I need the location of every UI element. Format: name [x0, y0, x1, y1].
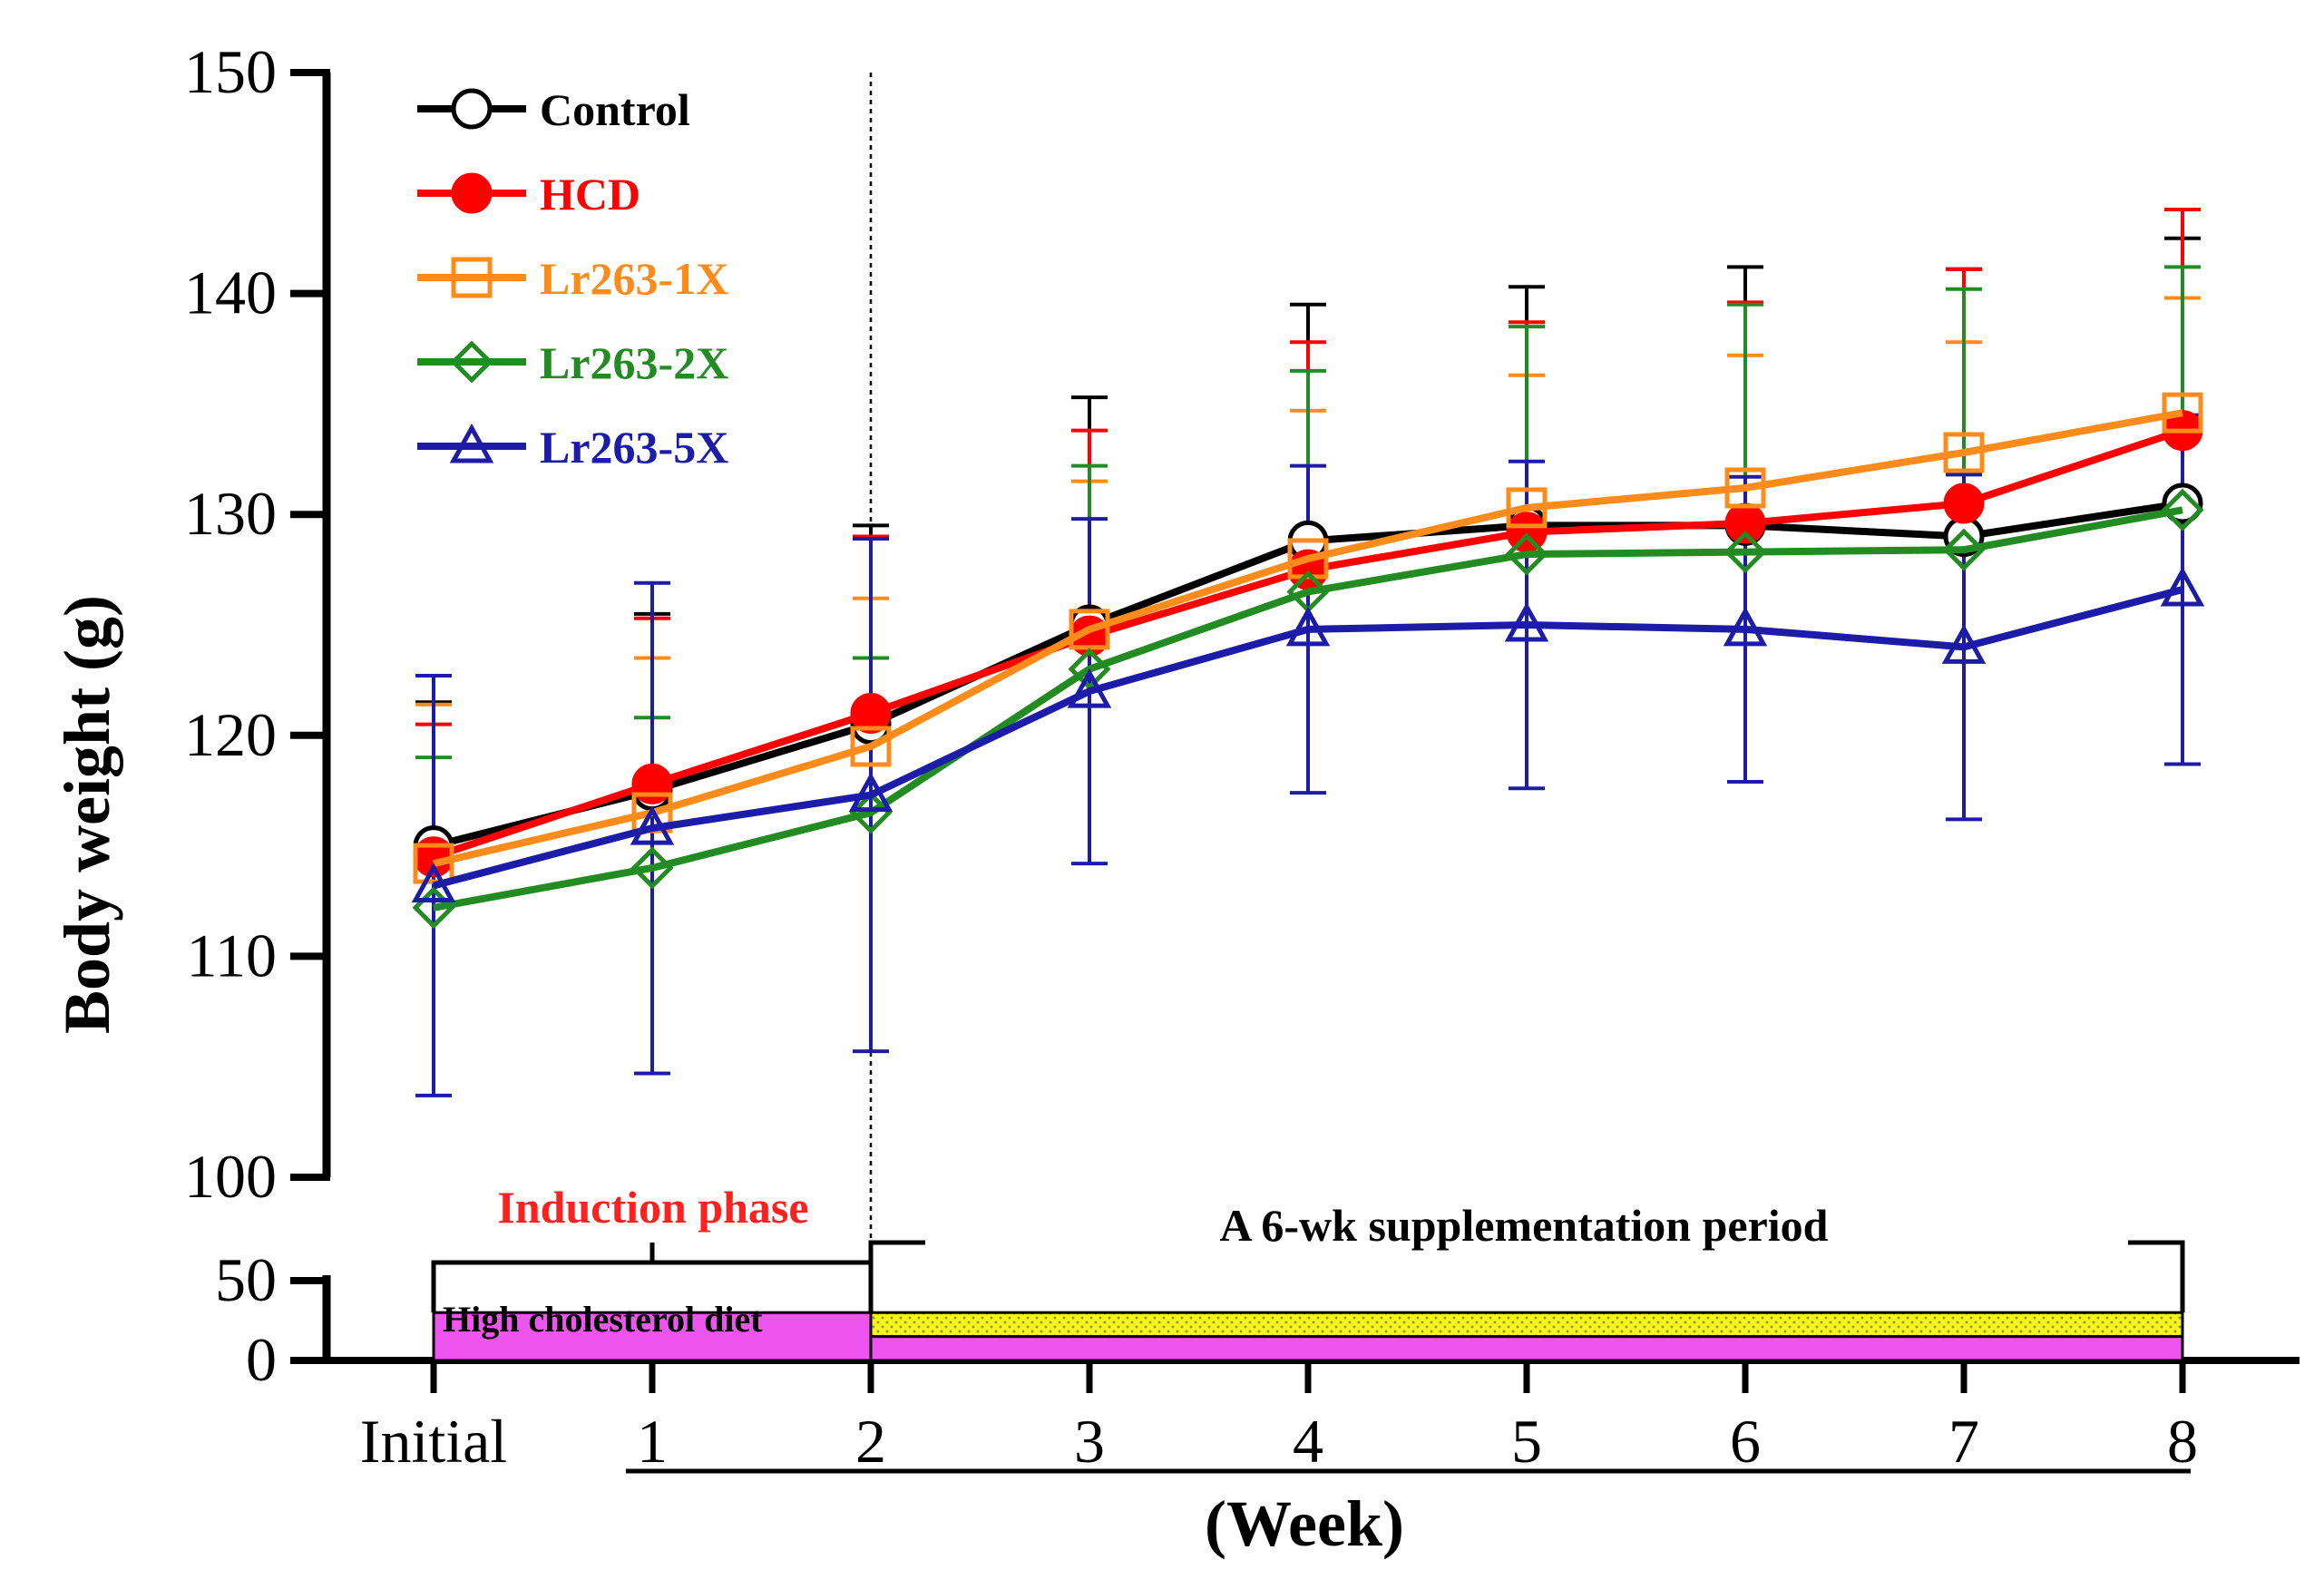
legend-item-Lr263-2X: Lr263-2X	[417, 337, 728, 388]
series-line	[432, 586, 2184, 890]
legend-label: Lr263-1X	[540, 253, 728, 304]
y-axis-title: Body weight (g)	[51, 595, 123, 1034]
diet-label: High cholesterol diet	[443, 1299, 763, 1340]
series-Lr263-5X	[411, 566, 2205, 902]
marker-triangle	[411, 863, 456, 902]
marker-triangle	[1285, 606, 1331, 647]
marker-triangle	[1504, 601, 1549, 642]
marker-diamond	[1723, 531, 1767, 574]
legend-item-Lr263-1X: Lr263-1X	[417, 253, 728, 304]
marker-square	[1724, 467, 1766, 509]
marker-square	[1943, 432, 1985, 473]
x-tick-label: 7	[1948, 1407, 1979, 1476]
marker-diamond	[630, 846, 674, 890]
x-axis-title: (Week)	[1205, 1487, 1404, 1560]
y-tick-label: 140	[184, 258, 277, 327]
y-tick-label: 130	[184, 479, 277, 548]
marker-filled-circle	[1943, 483, 1985, 524]
marker-triangle	[630, 804, 675, 845]
marker-square	[451, 257, 493, 298]
marker-triangle	[1941, 624, 1987, 664]
error-bars-Lr263-5X	[415, 413, 2201, 1097]
y-tick-label: 120	[184, 700, 277, 769]
marker-square	[2162, 392, 2203, 434]
marker-triangle	[2160, 566, 2205, 607]
series-Lr263-1X	[413, 392, 2203, 884]
marker-square	[850, 726, 892, 767]
lower-y-tick-label: 0	[246, 1325, 277, 1394]
marker-diamond	[1505, 532, 1548, 576]
marker-square	[1069, 609, 1110, 650]
timeline-panel: Induction phase A 6-wk supplementation p…	[431, 1182, 2185, 1362]
diet-bar-induction	[432, 1311, 873, 1362]
marker-triangle	[1067, 668, 1112, 708]
marker-triangle	[848, 772, 893, 813]
marker-filled-circle	[850, 692, 892, 734]
x-tick-label: 1	[637, 1407, 668, 1476]
x-tick-label: 3	[1074, 1407, 1105, 1476]
series-line	[433, 506, 2183, 911]
x-tick-label: 5	[1511, 1407, 1542, 1476]
lower-y-tick-label: 50	[215, 1245, 277, 1314]
supplement-bar	[869, 1311, 2184, 1339]
x-tick-labels: Initial 1 2 3 4 5 6 7 8	[360, 1407, 2198, 1476]
x-tick-label: 6	[1730, 1407, 1761, 1476]
marker-diamond	[2161, 488, 2204, 531]
legend-item-Lr263-5X: Lr263-5X	[417, 422, 728, 473]
marker-square	[413, 843, 454, 884]
legend-label: Control	[540, 84, 690, 135]
induction-phase-label: Induction phase	[497, 1182, 808, 1233]
legend-label: HCD	[540, 169, 640, 219]
supplement-bracket	[868, 1240, 2185, 1313]
marker-triangle	[449, 423, 494, 463]
y-tick-labels: 100 110 120 130 140 150 0 50	[184, 37, 277, 1394]
x-tick-label: 2	[855, 1407, 886, 1476]
x-tick-label: 4	[1293, 1407, 1323, 1476]
marker-diamond	[1068, 648, 1111, 691]
legend-item-Control: Control	[417, 84, 690, 135]
legend-item-HCD: HCD	[417, 169, 640, 219]
y-tick-label: 150	[184, 37, 277, 106]
series-line	[433, 409, 2183, 867]
marker-diamond	[1942, 528, 1986, 571]
legend-label: Lr263-2X	[540, 337, 728, 388]
marker-filled-circle	[1506, 512, 1548, 553]
legend-label: Lr263-5X	[540, 422, 728, 473]
marker-square	[1506, 487, 1548, 529]
legend: Control HCD Lr263-1X Lr263-2X Lr263-5X	[417, 84, 728, 473]
marker-diamond	[450, 340, 493, 384]
marker-circle	[451, 88, 493, 130]
marker-filled-circle	[451, 172, 493, 214]
supplementation-period-label: A 6-wk supplementation period	[1220, 1200, 1829, 1251]
y-tick-label: 100	[184, 1142, 277, 1211]
marker-triangle	[1723, 606, 1768, 647]
series-layer	[411, 208, 2205, 1097]
x-tick-label: Initial	[360, 1407, 507, 1476]
y-tick-label: 110	[187, 921, 277, 989]
marker-diamond	[849, 791, 893, 834]
x-tick-label: 8	[2167, 1407, 2198, 1476]
diet-bar-supplement	[869, 1335, 2184, 1362]
